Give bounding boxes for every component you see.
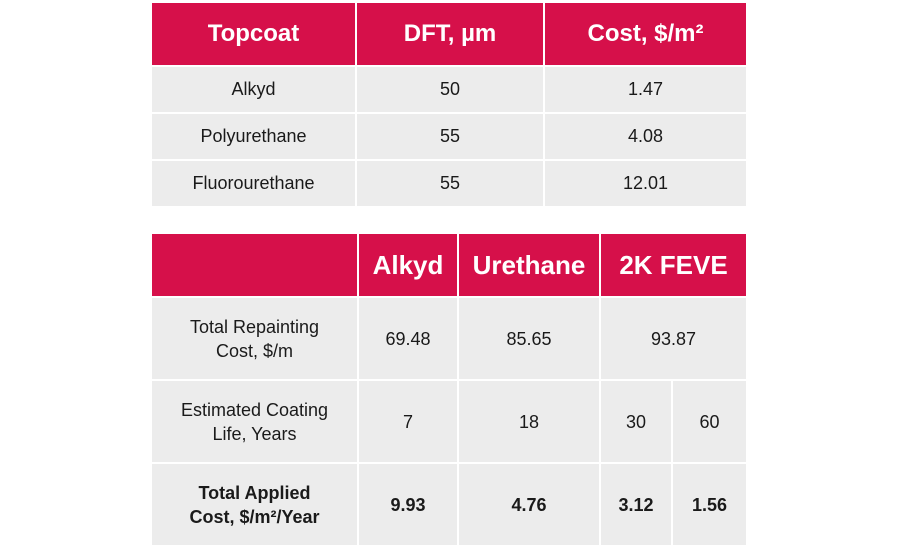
table-row: Estimated Coating Life, Years 7 18 30 60 (152, 379, 746, 463)
table-row: Polyurethane 55 4.08 (152, 112, 746, 160)
urethane-value: 4.76 (458, 462, 601, 545)
feve-value-b: 1.56 (672, 462, 746, 545)
row-label: Total Repainting Cost, $/m (152, 296, 359, 380)
header-topcoat: Topcoat (152, 3, 357, 66)
header-cost: Cost, $/m² (544, 3, 746, 66)
header-urethane: Urethane (458, 234, 601, 297)
alkyd-value: 9.93 (358, 462, 459, 545)
feve-value: 93.87 (600, 296, 746, 380)
topcoat-name: Polyurethane (152, 112, 357, 160)
row-label: Total Applied Cost, $/m²/Year (152, 462, 359, 545)
cost-value: 12.01 (544, 159, 746, 206)
table-row: Total Applied Cost, $/m²/Year 9.93 4.76 … (152, 462, 746, 545)
topcoat-name: Fluorourethane (152, 159, 357, 206)
row-label-line2: Cost, $/m²/Year (189, 506, 320, 527)
row-label: Estimated Coating Life, Years (152, 379, 359, 463)
feve-value-b: 60 (672, 379, 746, 463)
header-empty (152, 234, 359, 297)
cost-value: 1.47 (544, 65, 746, 113)
topcoat-cost-table: Topcoat DFT, µm Cost, $/m² Alkyd 50 1.47… (152, 3, 746, 206)
row-label-line2: Life, Years (212, 423, 297, 444)
row-label-line1: Total Applied (198, 482, 311, 503)
table-header-row: Alkyd Urethane 2K FEVE (152, 234, 746, 297)
header-dft: DFT, µm (356, 3, 545, 66)
row-label-line1: Estimated Coating (180, 399, 329, 420)
table-row: Fluorourethane 55 12.01 (152, 159, 746, 206)
row-label-line1: Total Repainting (189, 316, 320, 337)
alkyd-value: 7 (358, 379, 459, 463)
cost-value: 4.08 (544, 112, 746, 160)
alkyd-value: 69.48 (358, 296, 459, 380)
table-header-row: Topcoat DFT, µm Cost, $/m² (152, 3, 746, 66)
coating-life-cost-table: Alkyd Urethane 2K FEVE Total Repainting … (152, 234, 746, 545)
urethane-value: 85.65 (458, 296, 601, 380)
dft-value: 55 (356, 159, 545, 206)
feve-value-a: 30 (600, 379, 673, 463)
feve-value-a: 3.12 (600, 462, 673, 545)
row-label-line2: Cost, $/m (215, 340, 294, 361)
dft-value: 50 (356, 65, 545, 113)
topcoat-name: Alkyd (152, 65, 357, 113)
dft-value: 55 (356, 112, 545, 160)
header-2k-feve: 2K FEVE (600, 234, 746, 297)
urethane-value: 18 (458, 379, 601, 463)
table-row: Total Repainting Cost, $/m 69.48 85.65 9… (152, 296, 746, 380)
table-row: Alkyd 50 1.47 (152, 65, 746, 113)
header-alkyd: Alkyd (358, 234, 459, 297)
